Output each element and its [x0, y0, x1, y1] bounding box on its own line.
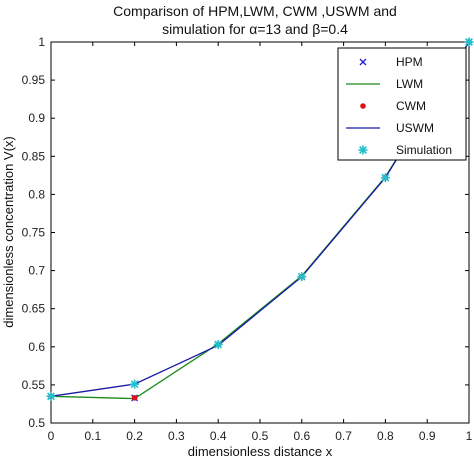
- y-tick-label: 0.75: [22, 226, 46, 240]
- y-axis-label: dimensionless concentration V(x): [1, 136, 16, 327]
- y-tick-label: 0.6: [28, 340, 45, 354]
- point-simulation: [297, 272, 307, 282]
- legend-label-uswm: USWM: [396, 121, 434, 135]
- legend-swatch-cwm: [360, 103, 366, 109]
- point-simulation: [130, 379, 140, 389]
- legend-swatch-simulation: [358, 145, 368, 155]
- y-axis: 0.5 0.55 0.6 0.65 0.7 0.75 0.8 0.85 0.9 0.95 1: [22, 35, 469, 430]
- legend: HPM LWM CWM USWM Simulation: [337, 47, 467, 161]
- y-tick-label: 0.7: [28, 264, 45, 278]
- legend-swatch-hpm: [359, 58, 367, 66]
- x-tick-label: 0.2: [126, 429, 143, 443]
- y-tick-label: 0.8: [28, 187, 45, 201]
- point-simulation: [213, 340, 223, 350]
- legend-label-simulation: Simulation: [396, 143, 452, 157]
- x-tick-label: 0.8: [377, 429, 394, 443]
- y-tick-label: 0.55: [22, 378, 46, 392]
- x-tick-label: 1: [466, 429, 473, 443]
- point-cwm: [131, 395, 138, 401]
- point-simulation: [464, 37, 474, 47]
- x-tick-label: 0.4: [210, 429, 227, 443]
- y-tick-label: 0.5: [28, 416, 45, 430]
- y-tick-label: 1: [38, 35, 45, 49]
- y-tick-label: 0.65: [22, 302, 46, 316]
- y-tick-label: 0.9: [28, 111, 45, 125]
- point-simulation: [46, 391, 56, 401]
- legend-label-hpm: HPM: [396, 55, 423, 69]
- x-tick-label: 0.6: [293, 429, 310, 443]
- y-tick-label: 0.85: [22, 149, 46, 163]
- legend-label-cwm: CWM: [396, 99, 426, 113]
- x-tick-label: 0.3: [168, 429, 185, 443]
- chart-title-line1: Comparison of HPM,LWM, CWM ,USWM and: [113, 3, 397, 19]
- x-axis-label: dimensionless distance x: [188, 444, 333, 459]
- chart-title-line2: simulation for α=13 and β=0.4: [162, 21, 348, 37]
- x-axis: 0 0.1 0.2 0.3 0.4 0.5 0.6 0.7 0.8 0.9 1: [48, 42, 473, 443]
- x-tick-label: 0.1: [84, 429, 101, 443]
- legend-box: [337, 47, 467, 161]
- point-simulation: [380, 173, 390, 183]
- x-tick-label: 0.7: [335, 429, 352, 443]
- x-tick-label: 0.9: [419, 429, 436, 443]
- y-tick-label: 0.95: [22, 73, 46, 87]
- legend-label-lwm: LWM: [396, 77, 423, 91]
- x-tick-label: 0.5: [252, 429, 269, 443]
- x-tick-label: 0: [48, 429, 55, 443]
